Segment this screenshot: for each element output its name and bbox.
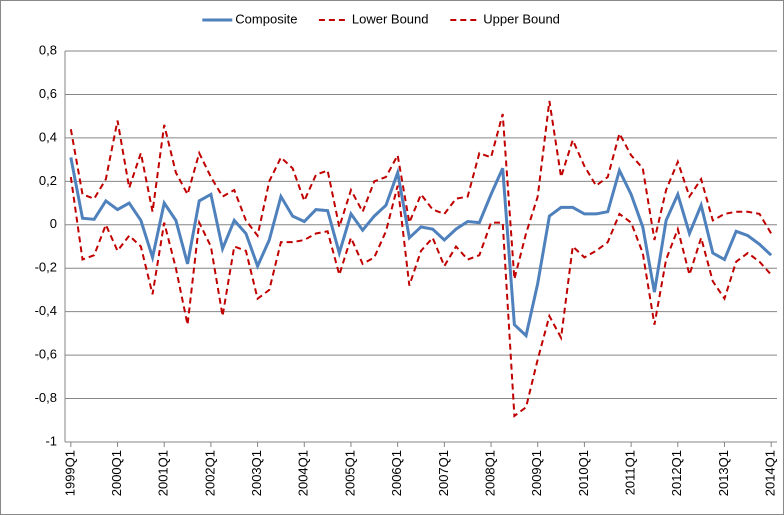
series-line [69,157,773,339]
x-tick-label: 2009Q1 [529,450,544,496]
x-tick-label: 2006Q1 [389,450,404,496]
x-tick-label: 2003Q1 [249,450,264,496]
y-tick-label: 0,8 [39,42,57,57]
y-tick-label: -0,2 [35,260,57,275]
x-tick-label: 2007Q1 [436,450,451,496]
y-tick-label: 0,4 [39,129,57,144]
x-tick-label: 2013Q1 [716,450,731,496]
x-tick-label: 2000Q1 [109,450,124,496]
x-tick-label: 2011Q1 [623,450,638,495]
y-tick-label: 0 [50,216,57,231]
x-tick-label: 2004Q1 [296,450,311,496]
legend-label: Upper Bound [483,11,560,26]
y-tick-label: 0,2 [39,173,57,188]
x-tick-label: 1999Q1 [62,450,77,496]
legend: Composite Lower Bound Upper Bound [202,11,560,26]
legend-label: Lower Bound [352,11,429,26]
x-tick-label: 2005Q1 [342,450,357,496]
legend-label: Composite [235,11,297,26]
y-tick-label: -0,4 [35,303,57,318]
x-tick-label: 2002Q1 [202,450,217,496]
y-tick-label: 0,6 [39,86,57,101]
x-tick-label: 2001Q1 [156,450,171,496]
series-line [69,100,773,280]
y-tick-label: -1 [45,433,57,448]
y-tick-label: -0,6 [35,347,57,362]
x-tick-label: 2010Q1 [576,450,591,496]
x-tick-label: 2012Q1 [669,450,684,496]
series-line [69,176,772,418]
x-tick-label: 2008Q1 [482,450,497,496]
y-tick-label: -0,8 [35,390,57,405]
x-tick-label: 2014Q1 [763,450,778,496]
